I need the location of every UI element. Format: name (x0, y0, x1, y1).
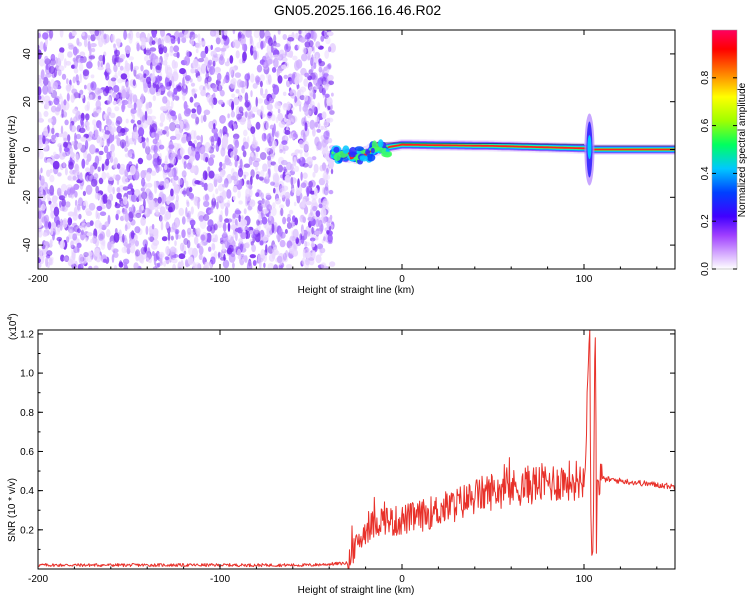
colorbar-tick-label: 0.2 (700, 214, 711, 228)
signal-spike (584, 113, 595, 186)
snr-y-multiplier-base: (x10 (8, 320, 19, 340)
spectrogram-x-tick-label: 100 (576, 274, 593, 285)
snr-y-tick-label: 1.2 (20, 329, 34, 340)
snr-x-tick-label: -200 (28, 574, 48, 585)
spectrogram-x-label: Height of straight line (km) (298, 285, 415, 296)
spectrogram-y-tick-label: 20 (22, 96, 33, 108)
signal-track (327, 139, 675, 165)
colorbar-tick-label: 0.0 (700, 262, 711, 276)
spectrogram-x-tick-label: -100 (210, 274, 230, 285)
spectrogram-y-tick-label: 40 (22, 48, 33, 60)
snr-y-tick-label: 0.6 (20, 447, 34, 458)
colorbar (712, 30, 737, 269)
snr-y-multiplier-exp: 4 (7, 317, 14, 321)
snr-x-tick-label: 100 (576, 574, 593, 585)
snr-y-tick-label: 0.8 (20, 408, 34, 419)
snr-x-label: Height of straight line (km) (298, 585, 415, 596)
spectrogram-x-tick-label: -200 (28, 274, 48, 285)
colorbar-label: Normalized spectral amplitude (737, 82, 748, 217)
spectrogram-y-tick-label: -20 (22, 190, 33, 205)
snr-frame (37, 329, 676, 570)
noise-region (38, 30, 337, 269)
spectrogram-y-label: Frequency (Hz) (7, 116, 18, 185)
snr-series-line (38, 330, 675, 569)
colorbar-tick-label: 0.6 (700, 118, 711, 132)
snr-y-label: SNR (10 * v/v) (7, 478, 18, 542)
snr-x-tick-label: -100 (210, 574, 230, 585)
colorbar-tick-label: 0.4 (700, 166, 711, 180)
snr-y-tick-label: 0.2 (20, 525, 34, 536)
colorbar-tick-label: 0.8 (700, 70, 711, 84)
spectrogram-image (38, 30, 675, 269)
spectrogram-x-tick-label: 0 (399, 274, 405, 285)
snr-chart: -200 -100 0 100 0.2 0.4 0.6 0.8 1.0 1.2 Height of… (7, 313, 676, 596)
spectrogram-y-tick-label: -40 (22, 237, 33, 252)
page-title: GN05.2025.166.16.46.R02 (273, 2, 442, 18)
snr-y-tick-label: 1.0 (20, 369, 34, 380)
spectrogram-y-tick-label: 0 (22, 146, 33, 152)
snr-x-tick-label: 0 (399, 574, 405, 585)
snr-y-multiplier: (x104) (7, 313, 19, 340)
snr-y-tick-label: 0.4 (20, 486, 34, 497)
